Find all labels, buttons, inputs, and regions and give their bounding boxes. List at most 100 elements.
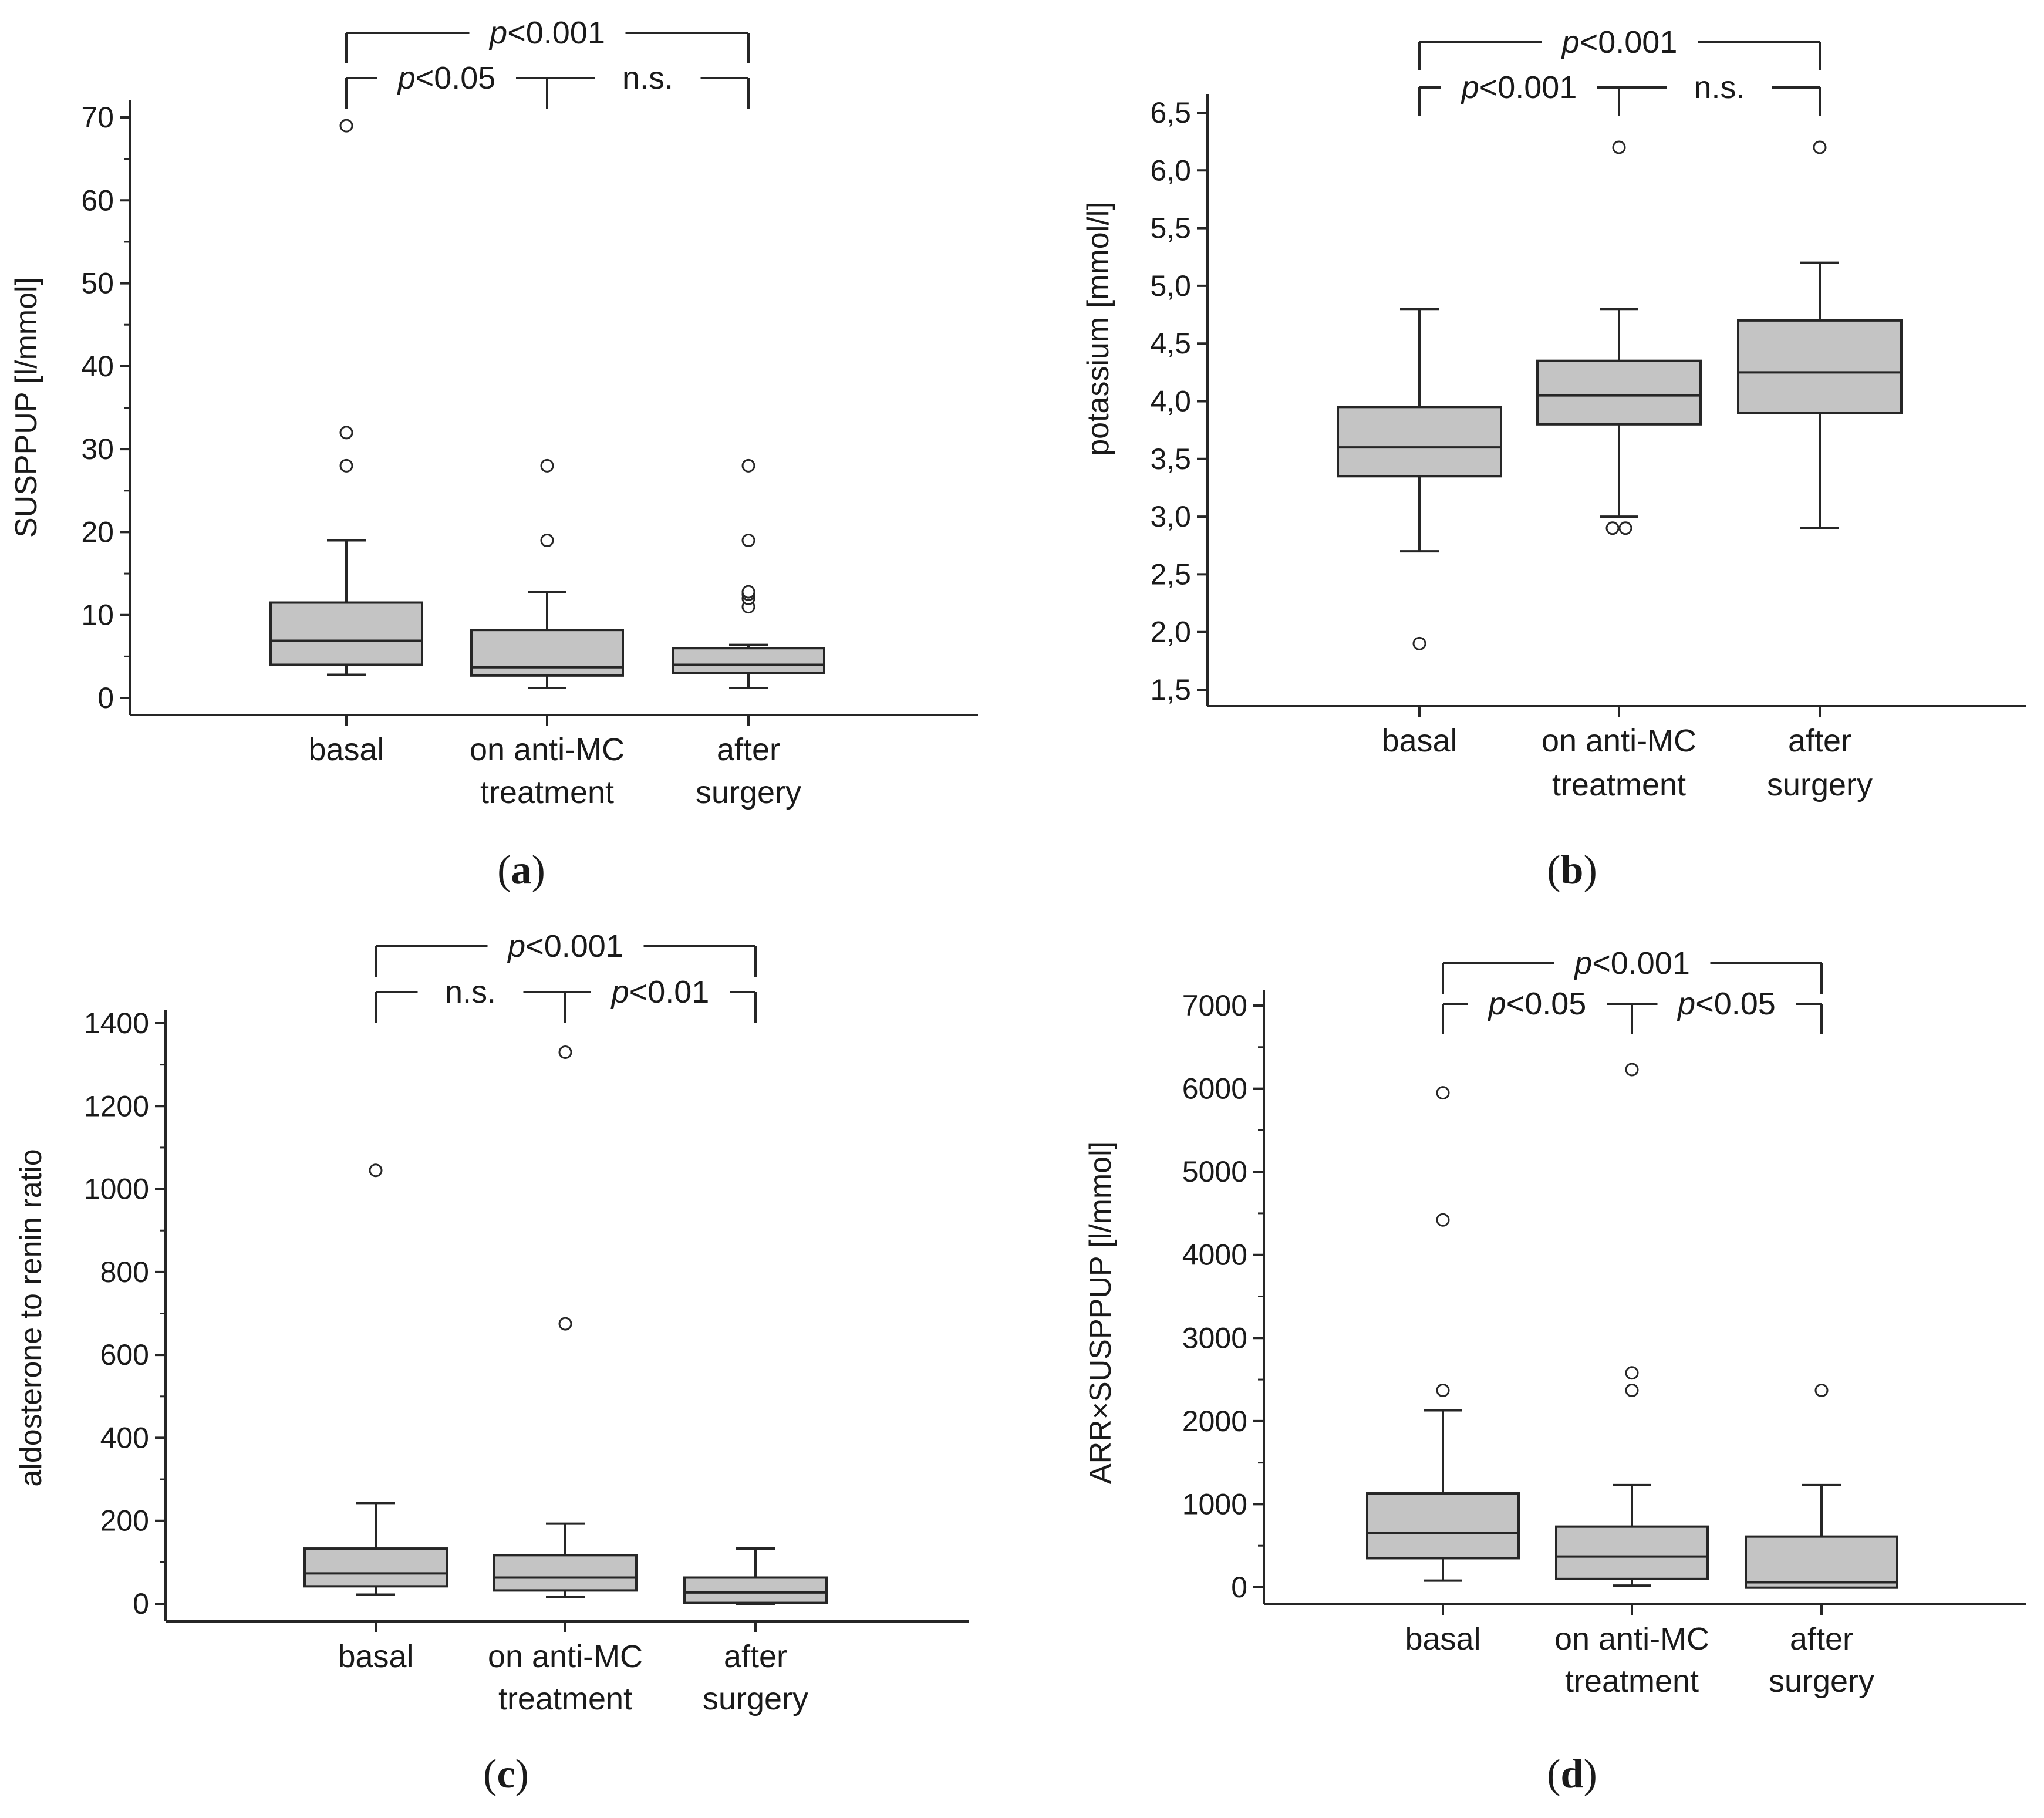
- bracket-label-value: <0.05: [1506, 986, 1587, 1021]
- panel-label-part: d: [1561, 1752, 1584, 1797]
- iqr-box: [1536, 359, 1702, 426]
- box-1: [1366, 1086, 1520, 1582]
- y-tick-label: 0: [1231, 1571, 1247, 1604]
- p-symbol: p: [610, 974, 629, 1010]
- y-tick-label: 3,5: [1150, 443, 1191, 475]
- y-tick-label: 2000: [1182, 1405, 1247, 1438]
- outlier-point: [1436, 1086, 1450, 1100]
- box-2: [493, 1045, 638, 1598]
- panel-label: (a): [497, 848, 545, 893]
- bracket-label-value: n.s.: [1694, 70, 1745, 105]
- y-tick-label: 20: [81, 515, 114, 548]
- iqr-box: [1745, 1535, 1898, 1589]
- y-tick-label: 2,5: [1150, 558, 1191, 591]
- outlier-point: [339, 119, 353, 133]
- outlier-point: [1625, 1063, 1639, 1077]
- y-tick-label: 4,5: [1150, 327, 1191, 360]
- panel-c: 0 200 400 600 800 1000 1200 1400 aldosterone to …: [14, 929, 969, 1797]
- bracket-label-value: <0.05: [1695, 986, 1776, 1021]
- y-tick-label: 7000: [1182, 989, 1247, 1022]
- bracket-label: p<0.001: [507, 929, 623, 964]
- significance-bracket: n.s.: [375, 974, 566, 1023]
- bracket-label-value: <0.001: [1580, 25, 1678, 60]
- outlier-point: [558, 1045, 572, 1059]
- y-tick-label: 4000: [1182, 1239, 1247, 1271]
- x-tick-label: basal: [308, 732, 384, 767]
- panel-label: (b): [1547, 848, 1597, 893]
- y-tick-label: 4,0: [1150, 385, 1191, 418]
- y-tick-label: 50: [81, 267, 114, 300]
- p-symbol: p: [1461, 70, 1479, 105]
- panel-label: (c): [483, 1752, 529, 1797]
- iqr-box: [1337, 406, 1502, 478]
- y-tick-label: 200: [100, 1505, 149, 1537]
- panel-label-part: ): [1583, 848, 1597, 893]
- box-2: [1555, 1063, 1709, 1587]
- x-tick-label: basal: [1381, 723, 1457, 758]
- box-2: [1536, 140, 1702, 535]
- iqr-box: [470, 629, 624, 677]
- y-tick-label: 6,5: [1150, 96, 1191, 129]
- panel-label-part: b: [1561, 848, 1584, 893]
- x-tick-label: on anti-MC: [1554, 1621, 1709, 1657]
- outlier-point: [1436, 1383, 1450, 1397]
- y-tick-label: 1000: [84, 1173, 149, 1206]
- outlier-point: [741, 458, 755, 473]
- y-tick-label: 6,0: [1150, 154, 1191, 187]
- significance-bracket: n.s.: [1618, 70, 1821, 116]
- x-tick-label: after: [717, 732, 780, 767]
- x-tick-label: treatment: [480, 775, 614, 810]
- y-tick-label: 60: [81, 184, 114, 217]
- y-tick-label: 10: [81, 599, 114, 632]
- x-tick-label: after: [1788, 723, 1851, 758]
- y-tick-label: 600: [100, 1338, 149, 1371]
- x-tick-label: treatment: [1565, 1664, 1699, 1699]
- bracket-label-value: <0.001: [525, 929, 623, 964]
- box-3: [1745, 1383, 1898, 1589]
- iqr-box: [303, 1547, 448, 1588]
- significance-bracket: p<0.05: [1631, 986, 1823, 1034]
- p-symbol: p: [507, 929, 525, 964]
- bracket-label: p<0.001: [1573, 946, 1690, 981]
- bracket-label: p<0.05: [1677, 986, 1776, 1021]
- bracket-label-value: n.s.: [622, 60, 673, 96]
- y-tick-label: 5000: [1182, 1155, 1247, 1188]
- x-tick-label: treatment: [1552, 767, 1686, 802]
- p-symbol: p: [397, 60, 416, 96]
- outlier-point: [741, 585, 755, 599]
- y-tick-label: 5,5: [1150, 212, 1191, 245]
- y-tick-label: 30: [81, 433, 114, 466]
- box-2: [470, 458, 624, 690]
- x-tick-label: after: [724, 1639, 787, 1674]
- y-tick-label: 800: [100, 1256, 149, 1289]
- bracket-label: p<0.001: [1561, 25, 1678, 60]
- significance-bracket: p<0.001: [1418, 25, 1821, 70]
- bracket-label-value: <0.001: [1479, 70, 1577, 105]
- outlier-point: [1813, 140, 1827, 154]
- bracket-label-value: <0.001: [1592, 946, 1690, 981]
- y-tick-label: 40: [81, 350, 114, 383]
- y-tick-label: 70: [81, 101, 114, 134]
- y-tick-label: 0: [97, 682, 114, 714]
- panel-label-part: (: [1547, 1752, 1560, 1797]
- iqr-box: [493, 1554, 638, 1592]
- significance-bracket: n.s.: [546, 60, 750, 109]
- outlier-point: [339, 426, 353, 440]
- box-3: [683, 1547, 828, 1605]
- x-tick-label: treatment: [498, 1681, 632, 1716]
- x-tick-label: basal: [1405, 1621, 1480, 1657]
- outlier-point: [339, 458, 353, 473]
- outlier-point: [1436, 1213, 1450, 1227]
- bracket-label: p<0.001: [488, 15, 605, 50]
- panel-a: 0 10 20 30 40 50 60 70 SUSPPUP [l/mmol] basal on a…: [9, 15, 978, 893]
- outlier-point: [558, 1317, 572, 1331]
- panel-label-part: (: [497, 848, 511, 893]
- y-tick-label: 1,5: [1150, 673, 1191, 706]
- bracket-label: p<0.05: [1488, 986, 1587, 1021]
- outlier-point: [1412, 636, 1426, 650]
- outlier-point: [369, 1163, 383, 1178]
- x-tick-label: surgery: [703, 1681, 808, 1716]
- y-axis-label: ARR×SUSPPUP [l/mmol]: [1084, 1141, 1118, 1484]
- bracket-label-value: n.s.: [445, 974, 496, 1010]
- y-tick-label: 0: [133, 1587, 149, 1620]
